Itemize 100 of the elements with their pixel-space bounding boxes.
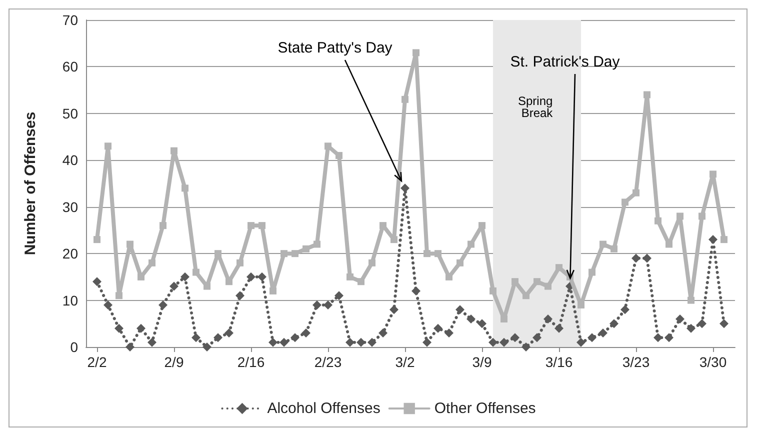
point bbox=[632, 189, 640, 196]
point bbox=[478, 319, 486, 328]
x-tick-label: 3/2 bbox=[395, 354, 415, 370]
legend-label: Alcohol Offenses bbox=[267, 400, 380, 417]
point bbox=[720, 236, 728, 244]
point bbox=[512, 278, 518, 286]
point bbox=[248, 222, 254, 230]
point bbox=[202, 342, 212, 352]
point bbox=[358, 278, 364, 286]
point bbox=[412, 49, 420, 56]
point bbox=[104, 142, 112, 150]
y-tick-label: 30 bbox=[62, 198, 78, 215]
point bbox=[104, 300, 112, 310]
point bbox=[708, 235, 718, 244]
point bbox=[94, 236, 100, 244]
point bbox=[158, 300, 168, 310]
point bbox=[170, 282, 178, 291]
point bbox=[468, 240, 474, 248]
point bbox=[688, 296, 694, 304]
point bbox=[224, 328, 234, 338]
x-tick-label: 3/23 bbox=[622, 354, 650, 370]
point bbox=[588, 268, 596, 276]
point bbox=[292, 250, 298, 258]
x-tick-label: 2/9 bbox=[164, 354, 184, 370]
point bbox=[478, 222, 486, 230]
point bbox=[500, 338, 508, 347]
point bbox=[116, 292, 122, 300]
y-tick-label: 70 bbox=[62, 12, 78, 28]
point bbox=[126, 240, 134, 248]
point bbox=[610, 319, 618, 328]
x-tick-label: 3/16 bbox=[545, 354, 573, 370]
point bbox=[160, 222, 166, 230]
point bbox=[522, 342, 530, 352]
point bbox=[170, 147, 178, 154]
point bbox=[280, 338, 288, 347]
point bbox=[720, 319, 728, 328]
point bbox=[664, 333, 674, 342]
point bbox=[280, 250, 288, 258]
point bbox=[554, 324, 564, 333]
point bbox=[138, 273, 144, 280]
point bbox=[148, 338, 156, 347]
point bbox=[444, 328, 454, 338]
point bbox=[368, 338, 376, 347]
point bbox=[434, 250, 442, 258]
band-label: Spring Break bbox=[518, 94, 556, 120]
point bbox=[710, 170, 716, 178]
point bbox=[424, 250, 430, 258]
point bbox=[600, 240, 606, 248]
point bbox=[136, 324, 146, 333]
point bbox=[544, 314, 552, 324]
point bbox=[314, 240, 320, 248]
point bbox=[578, 301, 584, 308]
y-tick-label: 10 bbox=[62, 292, 78, 308]
point bbox=[666, 240, 672, 248]
point bbox=[534, 278, 540, 286]
point bbox=[258, 222, 266, 230]
point bbox=[698, 319, 706, 328]
point bbox=[378, 328, 388, 338]
point bbox=[510, 333, 520, 342]
point bbox=[346, 338, 354, 347]
point bbox=[434, 324, 442, 333]
point bbox=[412, 286, 420, 296]
point bbox=[676, 314, 684, 324]
point bbox=[270, 287, 276, 294]
point bbox=[246, 272, 256, 282]
point bbox=[258, 272, 266, 282]
point bbox=[302, 245, 310, 252]
point bbox=[226, 278, 232, 286]
y-tick-label: 0 bbox=[70, 339, 78, 355]
point bbox=[390, 305, 398, 314]
point bbox=[114, 324, 124, 333]
point bbox=[544, 282, 552, 290]
annotation: State Patty's Day bbox=[278, 40, 393, 57]
point bbox=[576, 338, 586, 347]
point bbox=[676, 212, 684, 220]
point bbox=[654, 217, 662, 224]
point bbox=[698, 212, 706, 220]
point bbox=[642, 254, 652, 263]
x-tick-label: 3/9 bbox=[472, 354, 492, 370]
point bbox=[556, 264, 562, 272]
point bbox=[214, 333, 222, 342]
point bbox=[622, 198, 628, 206]
point bbox=[456, 305, 464, 314]
point bbox=[336, 152, 342, 159]
point bbox=[192, 333, 200, 342]
point bbox=[92, 277, 102, 286]
point bbox=[456, 259, 464, 266]
point bbox=[236, 259, 244, 266]
x-tick-label: 3/30 bbox=[699, 354, 727, 370]
point bbox=[654, 333, 662, 342]
point bbox=[620, 305, 630, 314]
point bbox=[644, 91, 650, 98]
point bbox=[588, 333, 596, 342]
y-tick-label: 40 bbox=[62, 152, 78, 168]
point bbox=[346, 273, 354, 280]
point bbox=[500, 315, 508, 322]
point bbox=[532, 333, 542, 342]
point bbox=[268, 338, 278, 347]
point bbox=[686, 324, 696, 333]
point bbox=[148, 259, 156, 266]
